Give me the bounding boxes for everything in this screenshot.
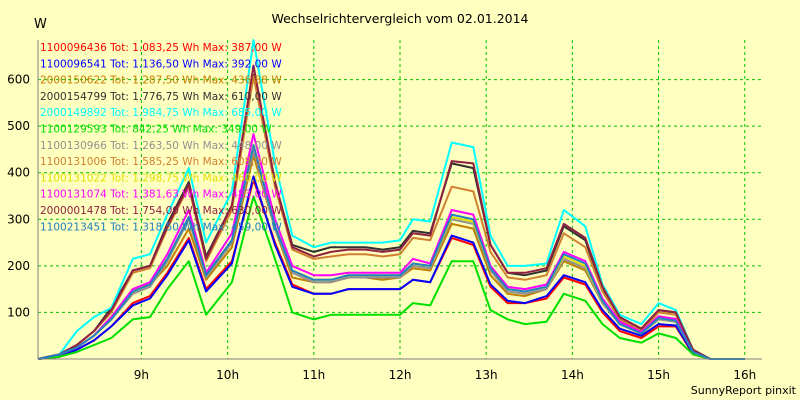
y-tick-label: 200 <box>7 259 30 273</box>
legend-entry-2: 1100096541 Tot: 1.136,50 Wh Max: 392,00 … <box>40 58 282 70</box>
x-tick-label: 12h <box>389 368 412 382</box>
legend-entry-3: 2000150622 Tot: 1.287,50 Wh Max: 436,88 … <box>40 75 282 87</box>
x-tick-label: 11h <box>302 368 325 382</box>
x-tick-label: 9h <box>134 368 149 382</box>
y-axis-label: W <box>34 17 47 32</box>
legend-entry-6: 1100129593 Tot: 842,25 Wh Max: 349,00 W <box>40 124 272 136</box>
series-line-11 <box>37 64 745 360</box>
y-tick-label: 600 <box>7 73 30 87</box>
y-tick-label: 300 <box>7 212 30 226</box>
legend-entry-10: 1100131074 Tot: 1.381,63 Wh Max: 483,00 … <box>40 189 282 201</box>
legend-entry-9: 1100131022 Tot: 1.298,75 Wh Max: 460,00 … <box>40 172 282 184</box>
series-line-2 <box>37 175 745 360</box>
x-tick-label: 15h <box>647 368 670 382</box>
x-tick-label: 13h <box>475 368 498 382</box>
footer-credit: SunnyReport pinxit <box>691 384 797 397</box>
series-lines <box>37 39 745 360</box>
y-tick-label: 500 <box>7 119 30 133</box>
y-tick-label: 100 <box>7 305 30 319</box>
chart-title: Wechselrichtervergleich vom 02.01.2014 <box>271 11 528 26</box>
legend-entry-11: 2000001478 Tot: 1.754,00 Wh Max: 630,00 … <box>40 205 282 217</box>
legend-entry-4: 2000154799 Tot: 1.776,75 Wh Max: 610,00 … <box>40 91 282 103</box>
tick-labels: 100 200 300 400 500 600 9h 10h 11h 12h 13h 14h 15h 16… <box>7 73 756 382</box>
series-line-6 <box>37 195 745 360</box>
y-tick-label: 400 <box>7 166 30 180</box>
x-tick-label: 10h <box>216 368 239 382</box>
legend-entry-12: 1100213451 Tot: 1.318,50 Wh Max: 459,00 … <box>40 221 282 233</box>
legend-entry-5: 2000149892 Tot: 1.984,75 Wh Max: 685,00 … <box>40 107 282 119</box>
x-tick-label: 14h <box>561 368 584 382</box>
legend: 1100096436 Tot: 1.083,25 Wh Max: 387,00 … <box>40 42 282 233</box>
x-tick-label: 16h <box>733 368 756 382</box>
axes <box>37 40 762 360</box>
series-line-10 <box>37 133 745 360</box>
series-line-5 <box>37 39 745 360</box>
legend-entry-1: 1100096436 Tot: 1.083,25 Wh Max: 387,00 … <box>40 42 282 54</box>
series-line-12 <box>37 144 745 360</box>
legend-entry-8: 1100131006 Tot: 1.585,25 Wh Max: 608,00 … <box>40 156 282 168</box>
legend-entry-7: 1100130966 Tot: 1.263,50 Wh Max: 448,00 … <box>40 140 282 152</box>
grid-lines <box>38 40 762 359</box>
